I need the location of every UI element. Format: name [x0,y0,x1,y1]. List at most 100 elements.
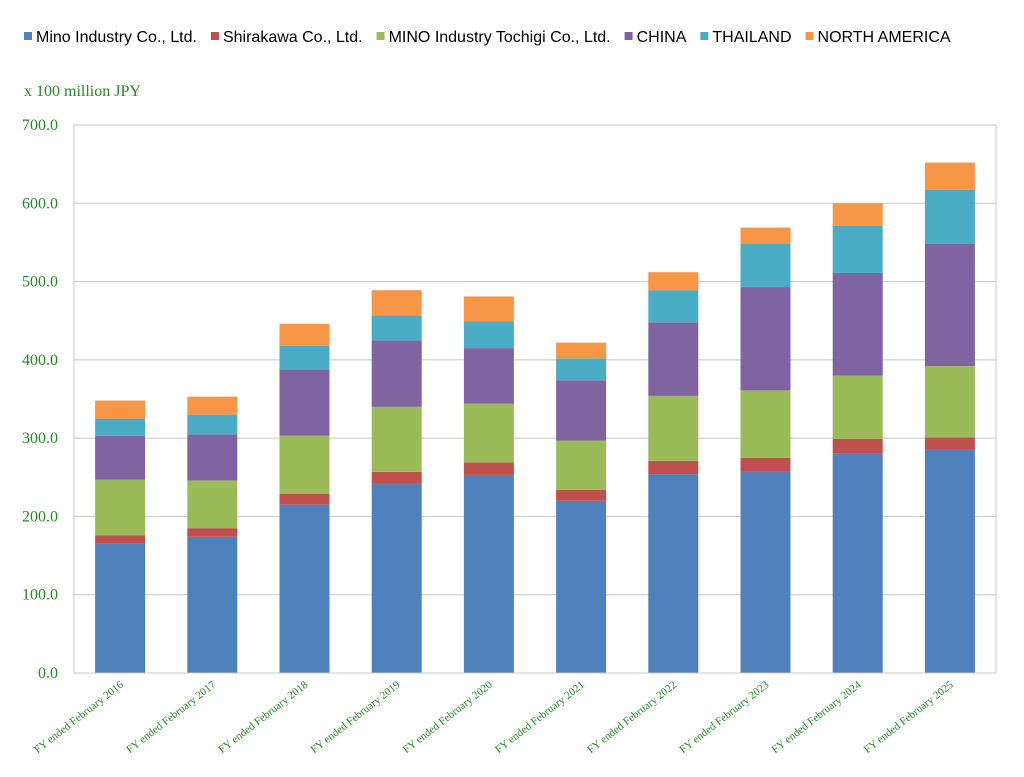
x-tick-label: FY ended February 2025 [862,679,956,756]
y-tick-label: 400.0 [22,352,58,369]
bar-segment [556,342,607,359]
x-tick-label: FY ended February 2023 [677,679,771,756]
y-tick-label: 500.0 [22,274,58,291]
legend-swatch [24,32,32,40]
bar-segment [832,225,883,273]
bar-segment [648,272,699,291]
legend-item: CHINA [624,29,687,46]
bar-segment [924,437,975,450]
bar-segment [187,528,238,537]
bar-segment [740,287,791,391]
bar-segment [463,403,514,463]
bar-segment [95,535,146,544]
bar-segment [832,375,883,439]
bar-segment [279,345,330,370]
bar-stack [556,342,607,673]
bar-segment [95,435,146,480]
bar-segment [187,536,238,673]
bar-segment [556,380,607,441]
bar-segment [740,243,791,288]
bar-segment [463,296,514,322]
bar-segment [832,453,883,673]
legend-label: MINO Industry Tochigi Co., Ltd. [389,29,611,46]
bar-segment [371,290,422,316]
bar-segment [463,462,514,475]
bar-segment [95,418,146,436]
legend-item: MINO Industry Tochigi Co., Ltd. [376,29,611,46]
bar-segment [832,203,883,226]
y-tick-label: 700.0 [22,117,58,134]
x-tick-label: FY ended February 2016 [32,679,126,756]
bar-segment [924,189,975,244]
bar-segment [924,243,975,367]
bar-segment [924,449,975,673]
bar-segment [95,543,146,673]
bar-segment [556,358,607,381]
bar-segment [648,474,699,673]
bar-segment [463,474,514,673]
bar-segment [556,440,607,490]
legend-swatch [210,32,219,40]
legend-label: THAILAND [712,29,791,46]
bar-segment [187,480,238,529]
x-tick-label: FY ended February 2021 [493,679,587,756]
bar-segment [187,396,238,415]
bar-stack [187,396,238,673]
x-tick-label: FY ended February 2024 [770,679,864,756]
bar-stack [832,203,883,673]
legend-label: Mino Industry Co., Ltd. [36,29,197,46]
y-tick-label: 600.0 [22,195,58,212]
bar-segment [279,504,330,673]
bar-stack [648,272,699,673]
bar-segment [371,340,422,407]
bar-segment [556,489,607,501]
bar-segment [924,366,975,438]
legend-swatch [376,32,385,40]
bar-segment [832,272,883,376]
plot-area-border [73,124,997,674]
x-tick-label: FY ended February 2020 [401,679,495,756]
bars [95,162,975,673]
y-tick-label: 300.0 [22,430,58,447]
bar-stack [279,323,330,673]
x-tick-label: FY ended February 2022 [585,679,679,756]
bar-segment [371,483,422,673]
y-tick-label: 0.0 [38,665,58,682]
bar-segment [95,479,146,536]
bar-segment [279,493,330,505]
bar-stack [95,400,146,673]
legend-item: THAILAND [700,29,792,46]
bar-stack [924,162,975,673]
legend-swatch [700,32,709,40]
legend-swatch [805,32,814,40]
legend-item: NORTH AMERICA [805,29,951,46]
bar-segment [648,460,699,475]
bar-stack [740,227,791,673]
legend-label: Shirakawa Co., Ltd. [223,29,363,46]
legend: Mino Industry Co., Ltd. Shirakawa Co., Lt… [24,29,951,46]
legend-item: Mino Industry Co., Ltd. [24,29,197,46]
bar-segment [279,323,330,346]
x-tick-label: FY ended February 2019 [309,679,403,756]
legend-item: Shirakawa Co., Ltd. [210,29,363,46]
legend-label: NORTH AMERICA [818,29,951,46]
bar-segment [832,438,883,454]
unit-label: x 100 million JPY [24,83,141,100]
y-tick-label: 100.0 [22,587,58,604]
bar-segment [463,321,514,349]
bar-segment [924,162,975,190]
bar-segment [279,369,330,436]
bar-segment [740,390,791,458]
legend-swatch [624,32,633,40]
bar-segment [556,500,607,673]
bar-stack [371,290,422,673]
x-tick-label: FY ended February 2018 [216,679,310,756]
bar-segment [648,395,699,461]
bar-segment [371,315,422,341]
bar-segment [740,457,791,472]
x-tick-label: FY ended February 2017 [124,679,218,756]
bar-segment [187,434,238,481]
bar-stack [463,296,514,673]
